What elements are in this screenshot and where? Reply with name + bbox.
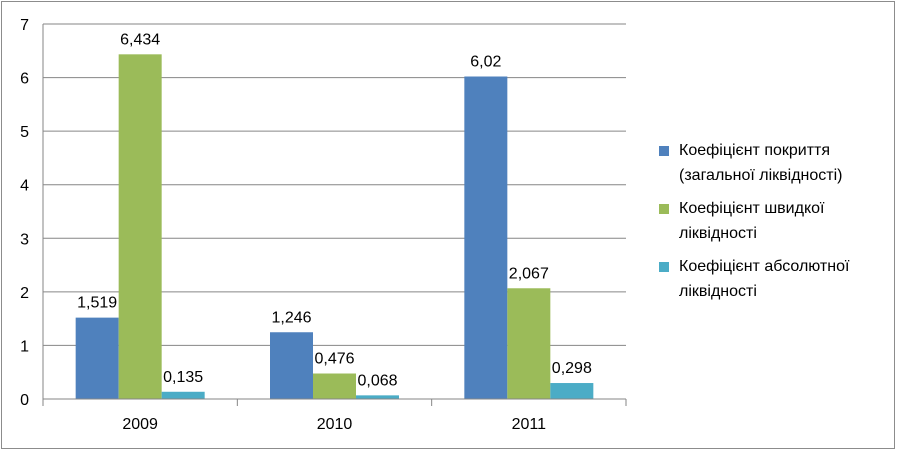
y-tick-label: 7: [20, 17, 29, 34]
legend-label: Коефіцієнт швидкої ліквідності: [679, 200, 825, 242]
y-axis-tick-labels: 0 1 2 3 4 5 6 7: [20, 17, 29, 409]
data-label: 6,02: [470, 54, 501, 71]
data-label: 0,476: [314, 351, 354, 368]
y-tick-label: 2: [20, 285, 29, 302]
bar: [550, 383, 594, 399]
data-label: 1,246: [271, 309, 311, 326]
legend-swatch: [659, 204, 669, 214]
legend-item: Коефіцієнт абсолютної ліквідності: [655, 254, 890, 304]
y-tick-label: 1: [20, 338, 29, 355]
bar: [161, 391, 205, 399]
legend-item: Коефіцієнт покриття (загальної ліквіднос…: [655, 138, 890, 188]
data-label: 1,519: [77, 295, 117, 312]
bar: [507, 288, 551, 399]
y-tick-label: 4: [20, 178, 29, 195]
data-label: 0,068: [357, 372, 397, 389]
bar: [118, 54, 162, 399]
bar: [270, 332, 313, 399]
data-label: 2,067: [509, 265, 549, 282]
legend-label: Коефіцієнт абсолютної ліквідності: [679, 258, 850, 300]
legend: Коефіцієнт покриття (загальної ліквіднос…: [655, 138, 890, 312]
bar: [75, 317, 119, 399]
axes: [42, 24, 627, 406]
data-label: 6,434: [120, 31, 160, 48]
x-axis-tick-labels: 2009 2010 2011: [122, 416, 546, 433]
bar: [313, 373, 356, 399]
bar: [464, 76, 508, 399]
legend-swatch: [659, 146, 669, 156]
data-label: 0,298: [552, 360, 592, 377]
bars: [75, 54, 594, 399]
y-tick-label: 0: [20, 392, 29, 409]
legend-item: Коефіцієнт швидкої ліквідності: [655, 196, 890, 246]
x-tick-label: 2010: [317, 416, 353, 433]
x-tick-label: 2009: [122, 416, 158, 433]
bar: [356, 395, 399, 399]
data-label: 0,135: [163, 369, 203, 386]
y-tick-label: 5: [20, 124, 29, 141]
x-tick-label: 2011: [512, 416, 547, 433]
y-tick-label: 6: [20, 71, 29, 88]
legend-swatch: [659, 262, 669, 272]
legend-label: Коефіцієнт покриття (загальної ліквіднос…: [679, 142, 843, 184]
y-tick-label: 3: [20, 231, 29, 248]
